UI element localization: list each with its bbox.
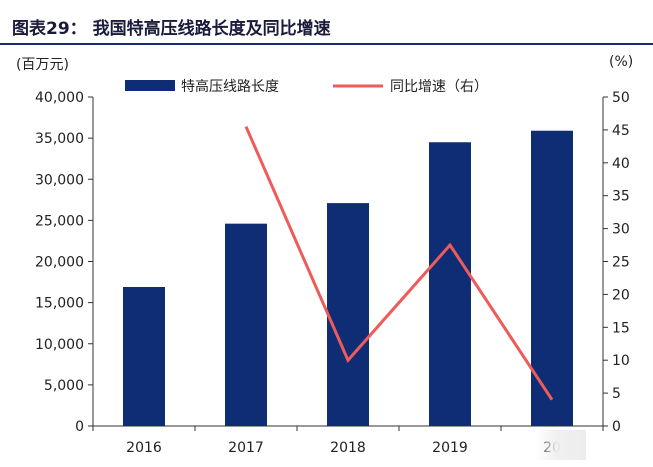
- left-tick-label: 20,000: [35, 255, 84, 271]
- right-tick-label: 45: [612, 123, 630, 139]
- left-tick-label: 0: [75, 419, 84, 435]
- chart-title-bar: 图表29： 我国特高压线路长度及同比增速: [0, 0, 653, 45]
- right-tick-label: 40: [612, 156, 630, 172]
- legend-bar-label: 特高压线路长度: [181, 78, 279, 95]
- x-tick-label: 2017: [228, 440, 264, 456]
- left-tick-label: 35,000: [35, 131, 84, 147]
- legend-bar-swatch: [125, 80, 175, 91]
- left-tick-label: 5,000: [44, 378, 84, 394]
- x-tick-label: 2016: [126, 440, 162, 456]
- right-tick-label: 15: [612, 320, 630, 336]
- right-axis-unit: (%): [609, 54, 634, 70]
- left-tick-label: 15,000: [35, 296, 84, 312]
- right-tick-label: 25: [612, 255, 630, 271]
- right-tick-label: 0: [612, 419, 621, 435]
- right-tick-label: 10: [612, 353, 630, 369]
- obscured-overlay: [536, 430, 586, 460]
- growth-rate-line: [244, 126, 554, 401]
- right-tick-label: 20: [612, 287, 630, 303]
- bar-2016: [123, 286, 165, 426]
- chart-title: 图表29： 我国特高压线路长度及同比增速: [12, 19, 331, 39]
- right-tick-label: 30: [612, 222, 630, 238]
- left-tick-label: 10,000: [35, 337, 84, 353]
- bar-20: [531, 130, 573, 426]
- left-tick-label: 40,000: [35, 90, 84, 106]
- right-tick-label: 35: [612, 189, 630, 205]
- left-tick-label: 25,000: [35, 213, 84, 229]
- legend-line-label: 同比增速（右）: [390, 79, 488, 95]
- bar-2017: [225, 223, 267, 426]
- bar-2019: [429, 142, 471, 427]
- x-tick-label: 2018: [330, 440, 366, 456]
- x-tick-label: 2019: [432, 440, 468, 456]
- title-underline: [0, 43, 653, 45]
- bar-2018: [327, 203, 369, 426]
- left-axis-unit: (百万元): [16, 57, 69, 73]
- left-tick-label: 30,000: [35, 172, 84, 188]
- right-tick-label: 5: [612, 386, 621, 402]
- right-tick-label: 50: [612, 90, 630, 106]
